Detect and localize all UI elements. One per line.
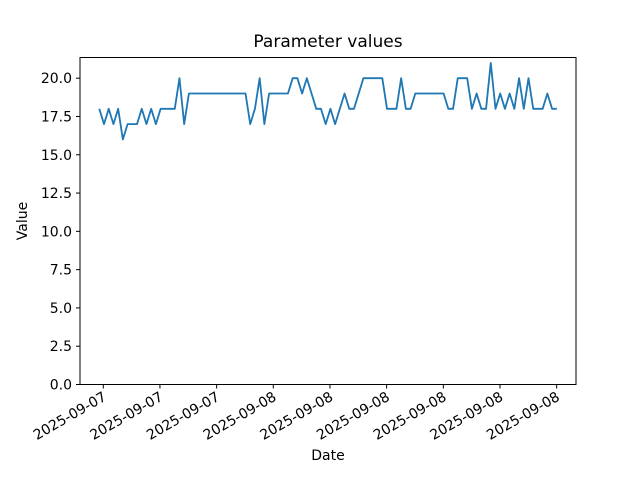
y-tick-label: 12.5	[41, 186, 72, 202]
chart-title: Parameter values	[253, 32, 402, 52]
y-tick-label: 7.5	[50, 263, 72, 279]
plot-area	[79, 57, 577, 385]
x-axis-label: Date	[311, 448, 344, 464]
y-tick-label: 20.0	[41, 71, 72, 87]
y-tick-label: 15.0	[41, 148, 72, 164]
y-axis-label: Value	[15, 202, 31, 240]
y-tick-label: 10.0	[41, 224, 72, 240]
y-tick-label: 0.0	[50, 378, 72, 394]
x-axis-ticks: 2025-09-072025-09-072025-09-072025-09-08…	[31, 384, 563, 444]
data-line-series	[98, 61, 557, 141]
y-axis-ticks: 0.0 2.5 5.0 7.5 10.0 12.5 15.0 17.5 20.0	[41, 71, 80, 394]
y-tick-label: 2.5	[50, 339, 72, 355]
y-tick-label: 5.0	[50, 301, 72, 317]
y-tick-label: 17.5	[41, 109, 72, 125]
